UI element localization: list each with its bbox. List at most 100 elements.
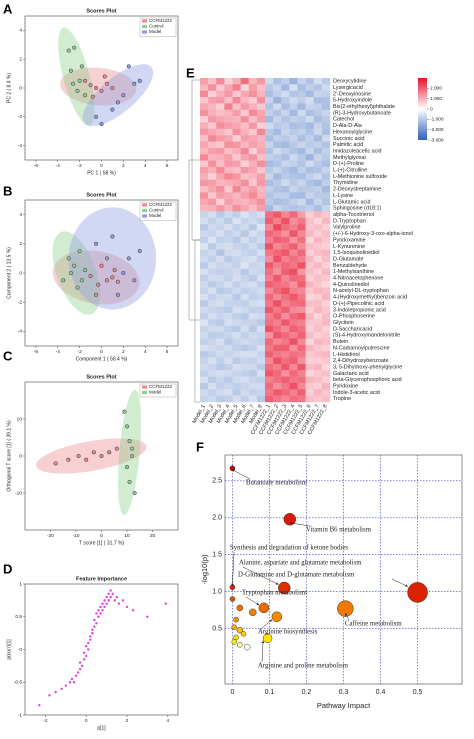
heatmap-cell [248,205,258,212]
point [105,595,108,599]
heatmap-cell [224,160,233,168]
heatmap-cell [273,294,282,301]
point [103,599,106,602]
heatmap-cell [224,363,233,371]
heatmap-cell [273,154,282,161]
heatmap-cell [256,306,266,314]
heatmap-cell [297,325,306,333]
heatmap-cell [281,230,290,238]
heatmap-cell [248,135,258,142]
heatmap-cell [248,274,258,282]
legend-box [139,383,177,398]
heatmap-cell [313,84,323,91]
heatmap-cell [297,90,306,98]
point [66,457,71,462]
heatmap-cell [265,313,274,320]
point [89,638,92,641]
point [71,81,76,86]
heatmap-cell [248,294,258,301]
heatmap-cell [289,395,298,403]
label-arrow [261,640,265,663]
heatmap-cell [289,90,298,98]
heatmap-cell [281,287,290,295]
heatmap-cell [232,78,241,85]
x-axis-label: PC 1 ( 58 %) [87,170,116,176]
heatmap-cell [232,179,241,187]
heatmap-cell [305,281,314,288]
heatmap-cell [273,338,282,346]
heatmap-cell [208,97,217,104]
y-tick-label: 0 [19,453,22,459]
heatmap-cell [265,116,274,123]
x-tick-label: -6 [34,349,39,355]
heatmap-cell [232,224,241,231]
heatmap-cell [273,84,282,91]
point [83,93,88,98]
heatmap-cell [265,186,274,193]
chart-title: Scores Plot [86,192,116,198]
x-tick-label: 0 [100,533,103,539]
heatmap-cell [305,90,314,98]
heatmap-cell [265,300,274,307]
heatmap-cell [305,230,314,238]
heatmap-cell [273,90,282,98]
heatmap-cell [208,255,217,263]
heatmap-cell [200,319,209,326]
heatmap-cell [313,382,323,390]
heatmap-cell [305,249,314,257]
heatmap-cell [305,376,314,384]
heatmap-cell [256,325,266,333]
heatmap-cell [200,243,209,250]
heatmap-cell [208,217,217,225]
heatmap-cell [200,122,209,130]
heatmap-cell [297,103,306,110]
heatmap-cell [240,395,249,403]
heatmap-cell [305,268,314,276]
point-label: Butanoate metabolism [246,480,308,487]
heatmap-cell [224,90,233,98]
point [82,651,86,654]
point [105,602,108,605]
heatmap-cell [248,376,258,384]
heatmap-cell [208,306,217,314]
heatmap-cell [305,122,314,130]
heatmap-cell [248,122,258,130]
point [84,457,89,462]
heatmap-cell [232,268,241,276]
heatmap-cell [273,122,282,130]
point [93,618,96,622]
heatmap-cell [232,281,241,288]
heatmap-cell [281,103,290,110]
heatmap-cell [265,135,274,142]
heatmap-cell [265,109,274,117]
heatmap-cell [313,376,323,384]
heatmap-cell [321,332,331,339]
heatmap-cell [289,198,298,206]
heatmap-cell [289,274,298,282]
heatmap-cell [265,389,274,396]
point [93,625,96,628]
point [93,292,99,297]
heatmap-cell [289,255,298,263]
row-label: L-Histidinol [333,352,360,358]
row-label: Palmitic acid [333,142,363,148]
row-label: 2,4-Dihydroxybenzoate [333,358,388,364]
heatmap-cell [305,325,314,333]
heatmap-cell [208,122,217,130]
heatmap-cell [216,211,225,218]
heatmap-cell [216,281,225,288]
heatmap-cell [281,313,290,320]
heatmap-cell [200,236,209,244]
heatmap-cell [232,173,241,180]
heatmap-cell [273,141,282,149]
heatmap-cell [305,103,314,110]
heatmap-cell [200,255,209,263]
heatmap-cell [313,249,323,257]
heatmap-cell [321,154,331,161]
heatmap-cell [281,243,290,250]
heatmap-cell [297,205,306,212]
heatmap-cell [256,389,266,396]
heatmap-cell [273,173,282,180]
heatmap-cell [208,135,217,142]
heatmap-cell [281,211,290,218]
